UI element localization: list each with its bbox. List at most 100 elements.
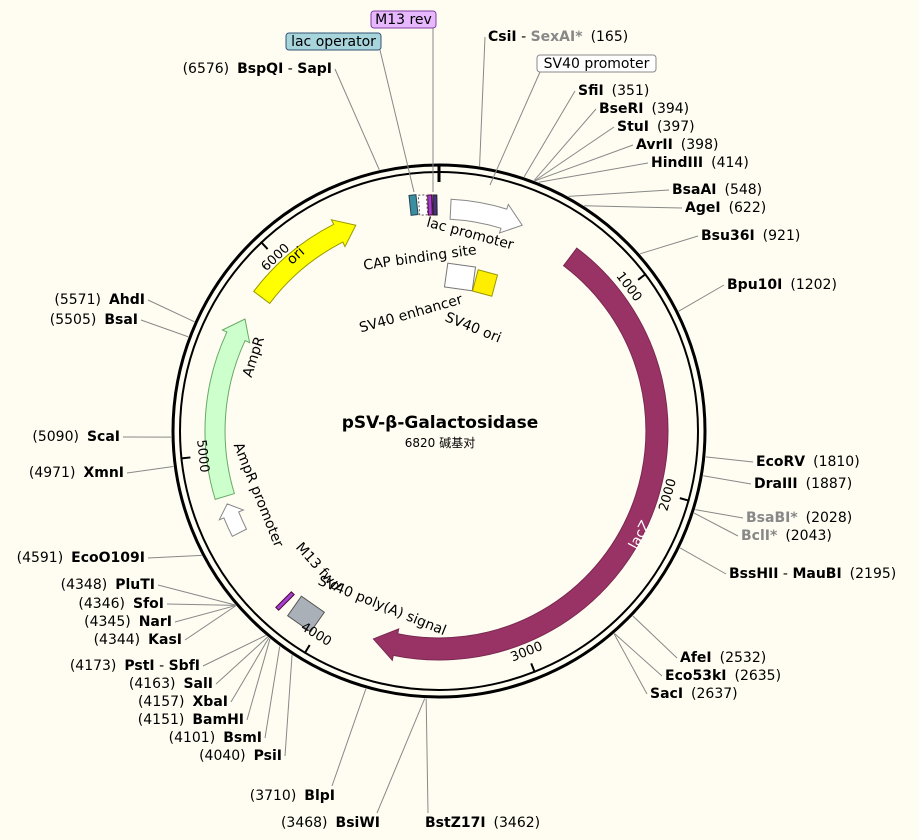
enzyme-label: BsaBI* (2028) <box>746 510 852 526</box>
leader-line <box>379 49 415 193</box>
enzyme-position: (4040) <box>199 748 246 764</box>
enzyme-name: ScaI <box>87 429 120 445</box>
enzyme-name: BsmI <box>223 730 262 746</box>
enzyme-name: SbfI <box>169 658 200 674</box>
leader-line <box>246 638 271 721</box>
enzyme-position: (2043) <box>785 528 832 544</box>
leader-line <box>334 68 380 170</box>
enzyme-name: AvrII <box>636 137 673 153</box>
ruler-tick <box>303 644 311 655</box>
enzyme-position: (2637) <box>691 686 738 702</box>
enzyme-name: BssHII <box>729 566 778 582</box>
enzyme-name: SacI <box>650 686 683 702</box>
enzyme-label: BstZ17I (3462) <box>425 815 540 831</box>
m13-rev <box>427 194 433 216</box>
enzyme-name: SapI <box>297 61 332 77</box>
enzyme-name: BsaAI <box>672 182 717 198</box>
enzyme-label: (3468) BsiWI <box>281 815 380 831</box>
boxed-label: M13 rev <box>375 12 432 28</box>
leader-line <box>147 299 195 323</box>
enzyme-label: (4971) XmnI <box>29 465 124 481</box>
enzyme-name: AhdI <box>109 292 145 308</box>
enzyme-label: DraIII (1887) <box>754 476 852 492</box>
leader-line <box>489 71 541 186</box>
leader-line <box>215 636 268 685</box>
leader-line <box>568 189 670 197</box>
ampr-promoter-arrow <box>218 503 248 537</box>
enzyme-name: DraIII <box>754 476 798 492</box>
leader-line <box>695 509 744 519</box>
enzyme-label: (6576) BspQI - SapI <box>183 61 332 77</box>
enzyme-position: (622) <box>729 200 767 216</box>
leader-line <box>425 698 429 814</box>
leader-line <box>632 615 678 659</box>
enzyme-name: SalI <box>183 676 213 692</box>
boxed-label: lac operator <box>291 34 376 50</box>
enzyme-label: (4591) EcoO109I <box>17 550 145 566</box>
enzyme-name: StuI <box>617 119 649 135</box>
marker <box>432 194 438 216</box>
enzyme-label: Bsu36I (921) <box>701 228 800 244</box>
enzyme-label: (4040) PsiI <box>199 748 282 764</box>
enzyme-position: (4345) <box>84 614 131 630</box>
plasmid-size: 6820 碱基对 <box>405 436 476 450</box>
enzyme-position: (398) <box>681 137 719 153</box>
enzyme-position: (4591) <box>17 550 64 566</box>
enzyme-name: BamHI <box>192 712 244 728</box>
enzyme-name: SfoI <box>133 596 164 612</box>
lac-promoter-arrow <box>449 198 523 234</box>
enzyme-label: EcoRV (1810) <box>756 454 860 470</box>
cap-site <box>417 194 429 216</box>
enzyme-label: BsaAI (548) <box>672 182 762 198</box>
enzyme-label: (4345) NarI <box>84 614 172 630</box>
boxed-label: SV40 promoter <box>544 56 650 72</box>
leader-line <box>202 635 266 667</box>
enzyme-label: SfiI (351) <box>578 83 649 99</box>
ruler-tick <box>637 272 647 281</box>
ori-arrow <box>252 219 357 305</box>
enzyme-label: Eco53kI (2635) <box>665 668 781 684</box>
enzyme-position: (4346) <box>78 596 125 612</box>
enzyme-position: (5505) <box>50 312 97 328</box>
leader-line <box>703 475 752 485</box>
enzyme-name: AfeI <box>680 650 712 666</box>
enzyme-label: (4344) KasI <box>94 632 182 648</box>
ruler-tick <box>679 497 690 502</box>
enzyme-position: (3468) <box>281 815 328 831</box>
leader-line <box>538 162 649 183</box>
leader-line <box>534 144 634 182</box>
label-box <box>536 54 657 73</box>
name-separator: - <box>155 658 169 674</box>
enzyme-name: SfiI <box>578 83 604 99</box>
name-separator: - <box>778 566 792 582</box>
leader-line <box>230 637 270 703</box>
leader-line <box>534 126 615 182</box>
lac-operator <box>408 194 419 216</box>
enzyme-position: (921) <box>763 228 801 244</box>
leader-line <box>184 605 237 641</box>
enzyme-name: BsaI <box>104 312 138 328</box>
leader-line <box>264 646 281 739</box>
leader-line <box>679 547 727 575</box>
enzyme-position: (351) <box>612 83 650 99</box>
leader-line <box>157 584 236 606</box>
enzyme-label: (4173) PstI - SbfI <box>70 658 200 674</box>
enzyme-name: EcoRV <box>756 454 805 470</box>
ruler-label: 5000 <box>193 439 211 473</box>
enzyme-position: (4173) <box>70 658 117 674</box>
enzyme-name: MauBI <box>792 566 841 582</box>
leader-line <box>166 603 236 606</box>
enzyme-position: (414) <box>711 155 749 171</box>
enzyme-name: BseRI <box>599 101 644 117</box>
enzyme-position: (5571) <box>54 292 101 308</box>
leader-line <box>331 688 367 787</box>
enzyme-name: HindIII <box>651 155 703 171</box>
enzyme-name: PstI <box>124 658 154 674</box>
enzyme-position: (394) <box>652 101 690 117</box>
enzyme-name: BstZ17I <box>425 815 486 831</box>
length-unit: 碱基对 <box>439 436 475 450</box>
enzyme-position: (2028) <box>806 510 853 526</box>
leader-line <box>613 633 648 695</box>
ruler-tick <box>180 456 191 460</box>
